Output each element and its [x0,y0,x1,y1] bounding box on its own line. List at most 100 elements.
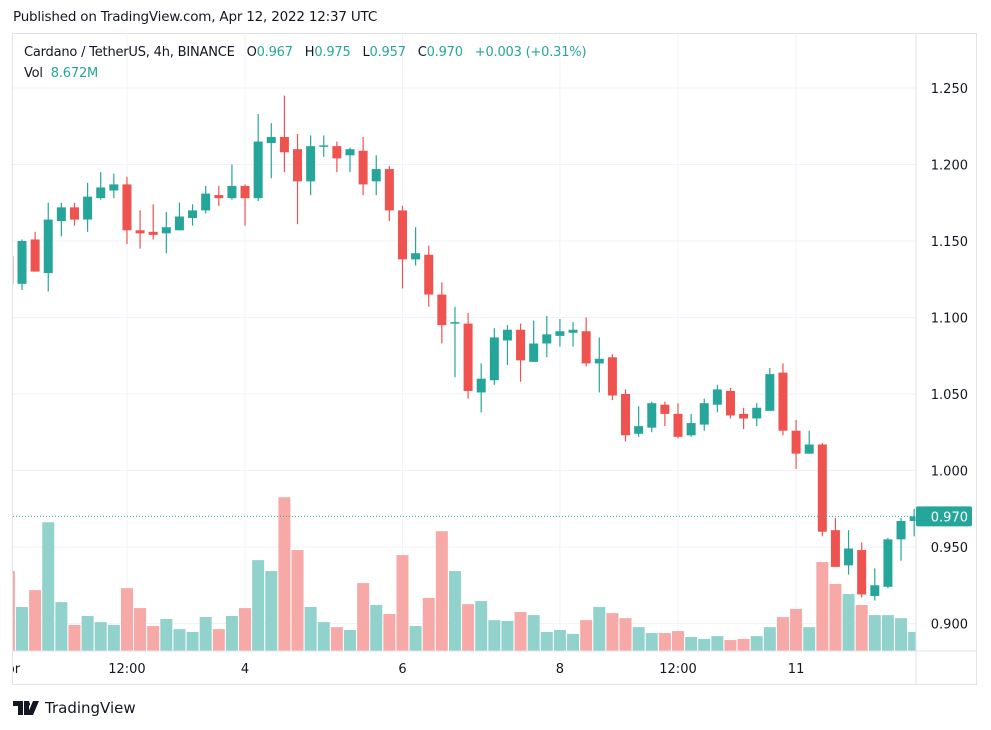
candle-body [778,372,788,431]
candle-body [555,331,565,336]
volume-bar [225,615,238,651]
candle [699,398,709,431]
candle [17,239,27,290]
candle-body [489,337,499,381]
footer-brand-text: TradingView [45,699,136,717]
candle [778,363,788,436]
close-label: C [417,45,427,60]
candle [660,401,670,427]
candle-body [384,169,394,211]
last-price-badge [916,506,972,527]
volume-bar [278,497,291,651]
volume-bar [448,571,461,651]
candle-body [424,254,434,295]
volume-bar [344,629,356,651]
candle-body [817,444,827,532]
volume-bar [855,605,868,651]
price-tick-label: 1.000 [931,465,968,480]
candle-body [791,430,801,454]
candle [148,204,158,240]
candle [161,211,171,254]
volume-bar [658,633,671,651]
candle [122,176,132,245]
time-tick-label: 8 [556,662,564,677]
volume-bar [317,622,330,651]
volume-label: Vol [24,66,43,81]
volume-bar [330,627,343,651]
volume-bar [553,629,566,651]
volume-bar [803,627,816,651]
volume-bar [829,583,842,651]
volume-bar [514,612,527,651]
volume-bar [501,620,514,651]
volume-bar [462,604,475,651]
volume-bar [107,624,120,651]
time-tick-label: 11 [788,662,805,677]
close-value: 0.970 [426,45,463,60]
volume-bar [16,606,28,651]
candle-body [411,253,421,260]
candle [830,517,840,567]
candle-body [96,187,106,199]
candle [174,202,184,231]
volume-bar [147,626,160,651]
candle [581,317,591,367]
candle-body [725,390,735,416]
volume-bar [881,615,894,651]
volume-bar [304,606,317,651]
volume-bar [711,636,724,651]
time-tick-label: 12:00 [659,662,696,677]
candle [384,166,394,222]
volume-bar [475,601,488,651]
candle-body [870,585,880,596]
time-axis[interactable]: Apr 12:00 4 6 8 12:00 11 [12,662,804,677]
candle-body [188,210,198,219]
candle-body [765,374,775,411]
candle-body [13,256,14,284]
candle-body [542,334,552,344]
candle-body [844,548,854,566]
candle-body [804,444,814,454]
candle-body [739,413,749,419]
price-tick-label: 1.250 [931,82,968,97]
candle-body [581,331,591,364]
candle [437,282,447,344]
price-tick-label: 1.150 [931,235,968,250]
candle [594,337,604,393]
price-tick-label: 0.950 [931,541,968,556]
candles [13,95,916,601]
candle [109,173,119,199]
candle [673,403,683,439]
candle [817,442,827,537]
volume-bar [816,562,829,651]
candle-body [516,329,526,361]
candle-body [568,329,578,333]
change-value: +0.003 (+0.31%) [474,45,587,60]
volume-bar [763,627,776,651]
price-tick-label: 1.200 [931,159,968,174]
candle-body [883,539,893,587]
candle-body [306,146,316,182]
candle [621,389,631,442]
chart-frame [12,33,977,685]
candle-body [437,294,447,326]
volume-bar [29,590,42,651]
volume-bar [672,631,684,651]
candle [791,420,801,469]
candle-body [909,516,916,521]
candle-body [30,239,40,272]
volume-bar [632,627,645,651]
candle [896,517,906,561]
candle [542,315,552,358]
candle-body [135,230,145,234]
price-axis[interactable]: 0.900 0.950 1.000 1.050 1.100 1.150 1.200 1.250 [931,82,968,633]
volume-bar [357,583,370,651]
candle [555,319,565,347]
volume-bar [120,588,133,651]
candle-body [371,169,381,182]
footer-brand[interactable]: TradingView [13,699,136,717]
candle [634,406,644,437]
candle [69,202,79,226]
candlestick-chart[interactable]: 0.900 0.950 1.000 1.050 1.100 1.150 1.200 1.250… [12,33,978,686]
volume-bar [370,605,383,651]
